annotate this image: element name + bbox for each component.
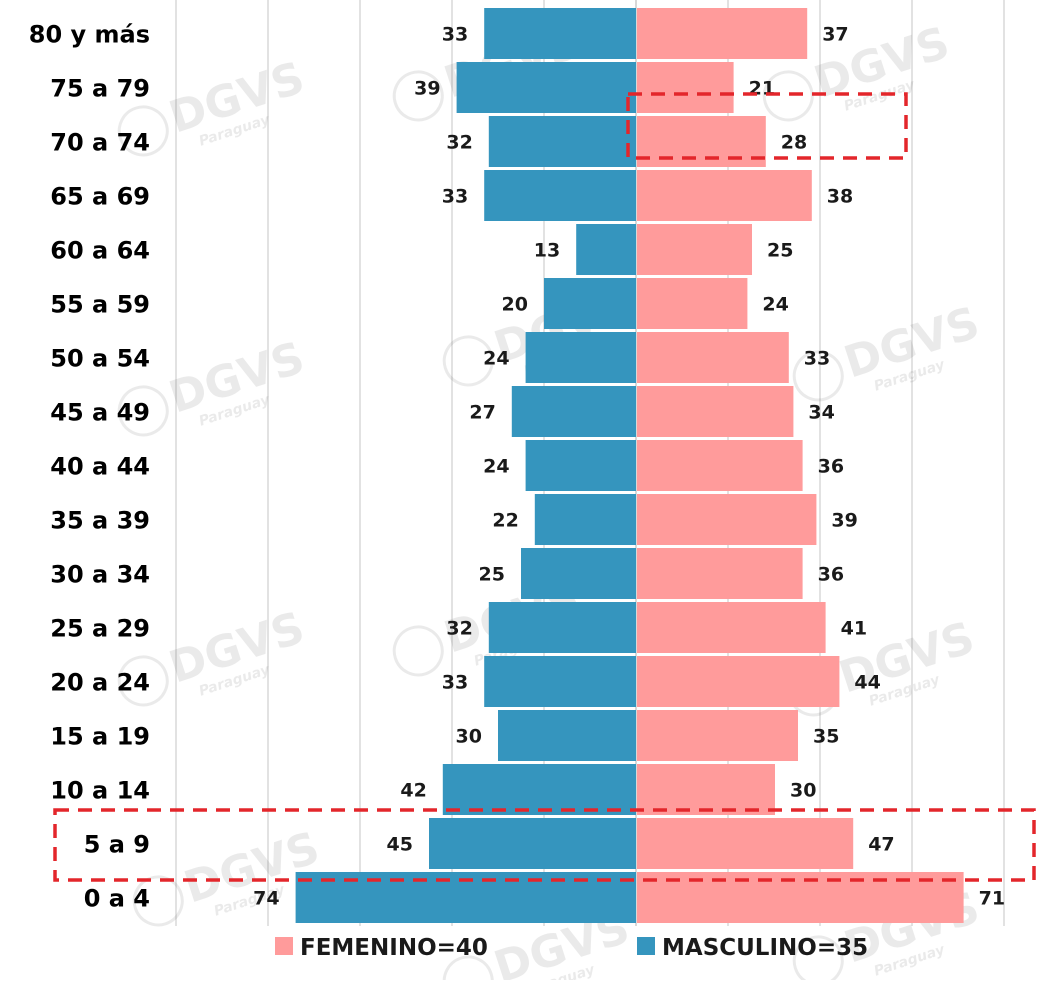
category-label: 60 a 64 — [50, 237, 150, 265]
category-label: 65 a 69 — [50, 183, 150, 211]
highlight-box-5-a-9 — [53, 808, 1036, 882]
category-label: 20 a 24 — [50, 669, 150, 697]
bar-femenino-75-a-79 — [637, 62, 734, 113]
category-label: 75 a 79 — [50, 75, 150, 103]
bar-femenino-0-a-4 — [637, 872, 964, 923]
value-label-femenino: 25 — [767, 240, 793, 262]
bar-femenino-25-a-29 — [637, 602, 826, 653]
bar-masculino-30-a-34 — [521, 548, 636, 599]
bar-masculino-25-a-29 — [488, 602, 636, 653]
value-label-femenino: 36 — [818, 456, 844, 478]
bar-femenino-70-a-74 — [637, 116, 766, 167]
bar-femenino-20-a-24 — [637, 656, 840, 707]
value-label-femenino: 47 — [868, 834, 894, 856]
value-label-femenino: 30 — [790, 780, 816, 802]
category-label: 55 a 59 — [50, 291, 150, 319]
value-label-masculino: 33 — [442, 672, 468, 694]
legend-label-femenino-40: FEMENINO=40 — [300, 935, 488, 961]
category-labels-layer: 80 y más 75 a 79 70 a 74 65 a 69 60 a 64 55 a… — [29, 21, 150, 913]
bar-femenino-45-a-49 — [637, 386, 794, 437]
category-label: 0 a 4 — [84, 885, 150, 913]
bar-masculino-10-a-14 — [442, 764, 636, 815]
value-label-masculino: 30 — [456, 726, 482, 748]
bar-femenino-60-a-64 — [637, 224, 752, 275]
bar-masculino-5-a-9 — [429, 818, 636, 869]
category-label: 15 a 19 — [50, 723, 150, 751]
highlight-boxes-layer — [53, 92, 1036, 882]
legend: FEMENINO=40 MASCULINO=35 — [275, 935, 868, 961]
category-label: 35 a 39 — [50, 507, 150, 535]
value-label-masculino: 32 — [446, 132, 472, 154]
bar-femenino-15-a-19 — [637, 710, 798, 761]
value-label-masculino: 24 — [483, 348, 509, 370]
value-label-femenino: 36 — [818, 564, 844, 586]
value-label-femenino: 44 — [854, 672, 880, 694]
category-label: 5 a 9 — [84, 831, 150, 859]
bar-femenino-40-a-44 — [637, 440, 803, 491]
bar-femenino-55-a-59 — [637, 278, 748, 329]
value-label-femenino: 28 — [781, 132, 807, 154]
value-label-femenino: 24 — [762, 294, 788, 316]
bars-layer — [295, 8, 964, 923]
value-label-femenino: 38 — [827, 186, 853, 208]
category-label: 50 a 54 — [50, 345, 150, 373]
value-label-masculino: 33 — [442, 186, 468, 208]
value-label-masculino: 20 — [502, 294, 528, 316]
category-label: 25 a 29 — [50, 615, 150, 643]
value-label-masculino: 74 — [253, 888, 279, 910]
value-label-femenino: 41 — [841, 618, 867, 640]
bar-masculino-35-a-39 — [534, 494, 636, 545]
bar-femenino-50-a-54 — [637, 332, 789, 383]
bar-masculino-40-a-44 — [525, 440, 636, 491]
value-label-femenino: 37 — [822, 24, 848, 46]
value-label-masculino: 24 — [483, 456, 509, 478]
value-label-masculino: 27 — [469, 402, 495, 424]
value-label-femenino: 39 — [831, 510, 857, 532]
category-label: 30 a 34 — [50, 561, 150, 589]
value-label-masculino: 22 — [492, 510, 518, 532]
bar-femenino-30-a-34 — [637, 548, 803, 599]
bar-masculino-50-a-54 — [525, 332, 636, 383]
category-label: 40 a 44 — [50, 453, 150, 481]
value-label-femenino: 71 — [979, 888, 1005, 910]
bar-femenino-80-y-m-s — [637, 8, 808, 59]
legend-swatch-femenino-40 — [275, 937, 293, 955]
category-label: 10 a 14 — [50, 777, 150, 805]
bar-masculino-80-y-m-s — [484, 8, 636, 59]
bar-masculino-60-a-64 — [576, 224, 636, 275]
value-label-masculino: 45 — [387, 834, 413, 856]
value-label-femenino: 33 — [804, 348, 830, 370]
value-label-masculino: 25 — [479, 564, 505, 586]
bar-femenino-5-a-9 — [637, 818, 854, 869]
value-label-masculino: 33 — [442, 24, 468, 46]
highlight-box-70-a-74 — [626, 92, 908, 160]
category-label: 70 a 74 — [50, 129, 150, 157]
legend-swatch-masculino-35 — [637, 937, 655, 955]
legend-label-masculino-35: MASCULINO=35 — [662, 935, 868, 961]
category-label: 45 a 49 — [50, 399, 150, 427]
value-label-femenino: 34 — [808, 402, 834, 424]
value-label-masculino: 42 — [400, 780, 426, 802]
value-labels-layer: 33 37 39 21 32 28 33 38 13 25 20 24 24 33 27 34 24 36 22 39… — [253, 24, 1005, 910]
bar-femenino-65-a-69 — [637, 170, 812, 221]
value-label-masculino: 32 — [446, 618, 472, 640]
value-label-masculino: 39 — [414, 78, 440, 100]
category-label: 80 y más — [29, 21, 150, 49]
bar-masculino-65-a-69 — [484, 170, 636, 221]
bar-masculino-20-a-24 — [484, 656, 636, 707]
value-label-femenino: 35 — [813, 726, 839, 748]
bar-femenino-35-a-39 — [637, 494, 817, 545]
bar-masculino-55-a-59 — [544, 278, 636, 329]
value-label-masculino: 13 — [534, 240, 560, 262]
bar-masculino-70-a-74 — [488, 116, 636, 167]
bar-femenino-10-a-14 — [637, 764, 775, 815]
bar-masculino-75-a-79 — [456, 62, 636, 113]
bar-masculino-15-a-19 — [498, 710, 636, 761]
bar-masculino-45-a-49 — [511, 386, 636, 437]
value-label-femenino: 21 — [749, 78, 775, 100]
